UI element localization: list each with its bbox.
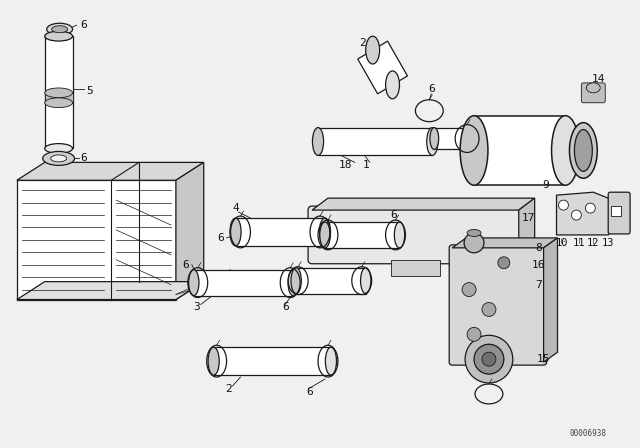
Text: 6: 6 xyxy=(390,210,397,220)
Ellipse shape xyxy=(460,116,488,185)
Polygon shape xyxy=(390,260,440,276)
Text: 12: 12 xyxy=(587,238,600,248)
Circle shape xyxy=(465,335,513,383)
Text: 2: 2 xyxy=(359,38,366,48)
Ellipse shape xyxy=(325,347,337,375)
FancyBboxPatch shape xyxy=(474,116,566,185)
Bar xyxy=(45,93,72,103)
Text: 6: 6 xyxy=(428,84,435,94)
Text: 3: 3 xyxy=(193,302,200,312)
FancyBboxPatch shape xyxy=(449,245,547,365)
Ellipse shape xyxy=(430,128,438,150)
Text: 11: 11 xyxy=(573,238,586,248)
Text: 16: 16 xyxy=(532,260,545,270)
Ellipse shape xyxy=(385,71,399,99)
Text: 6: 6 xyxy=(80,153,87,164)
Polygon shape xyxy=(312,198,534,210)
Ellipse shape xyxy=(45,98,72,108)
Text: 18: 18 xyxy=(339,160,353,170)
Polygon shape xyxy=(358,41,408,94)
Ellipse shape xyxy=(360,268,371,293)
Ellipse shape xyxy=(43,151,74,165)
Polygon shape xyxy=(557,192,618,235)
Ellipse shape xyxy=(291,268,301,293)
FancyBboxPatch shape xyxy=(214,347,331,375)
Circle shape xyxy=(482,352,496,366)
Text: 1: 1 xyxy=(362,160,369,170)
Polygon shape xyxy=(17,282,204,300)
Text: 6: 6 xyxy=(182,260,189,270)
Text: 2: 2 xyxy=(225,384,232,394)
Polygon shape xyxy=(17,162,204,180)
Ellipse shape xyxy=(45,88,72,98)
Ellipse shape xyxy=(47,23,72,35)
Ellipse shape xyxy=(552,116,579,185)
Text: 10: 10 xyxy=(556,238,568,248)
Polygon shape xyxy=(452,238,557,248)
Ellipse shape xyxy=(570,123,597,178)
Text: 15: 15 xyxy=(537,354,550,364)
Circle shape xyxy=(467,327,481,341)
FancyBboxPatch shape xyxy=(435,128,466,150)
Ellipse shape xyxy=(319,218,330,246)
Text: 17: 17 xyxy=(522,213,536,223)
Circle shape xyxy=(572,210,581,220)
Text: 4: 4 xyxy=(232,203,239,213)
Text: 6: 6 xyxy=(80,20,87,30)
FancyBboxPatch shape xyxy=(236,218,325,246)
Circle shape xyxy=(482,302,496,316)
Text: 7: 7 xyxy=(535,280,542,289)
Ellipse shape xyxy=(320,222,330,248)
Ellipse shape xyxy=(394,222,404,248)
FancyBboxPatch shape xyxy=(608,192,630,234)
Ellipse shape xyxy=(288,270,298,296)
Ellipse shape xyxy=(230,218,241,246)
Ellipse shape xyxy=(586,83,600,93)
Ellipse shape xyxy=(51,155,67,162)
Text: 00006938: 00006938 xyxy=(570,429,607,438)
Circle shape xyxy=(586,203,595,213)
FancyBboxPatch shape xyxy=(325,222,399,248)
Text: 6: 6 xyxy=(307,387,314,397)
FancyBboxPatch shape xyxy=(318,128,432,155)
Ellipse shape xyxy=(45,144,72,153)
Bar xyxy=(611,206,621,216)
Ellipse shape xyxy=(312,128,324,155)
Circle shape xyxy=(464,233,484,253)
Polygon shape xyxy=(176,162,204,300)
FancyBboxPatch shape xyxy=(581,83,605,103)
Text: 14: 14 xyxy=(591,74,605,84)
Text: 8: 8 xyxy=(535,243,542,253)
FancyBboxPatch shape xyxy=(194,270,293,296)
Ellipse shape xyxy=(208,347,220,375)
Circle shape xyxy=(462,283,476,297)
Ellipse shape xyxy=(461,128,470,150)
Ellipse shape xyxy=(189,270,199,296)
Text: 13: 13 xyxy=(602,238,614,248)
Circle shape xyxy=(474,344,504,374)
Ellipse shape xyxy=(365,36,380,64)
Ellipse shape xyxy=(467,229,481,237)
Ellipse shape xyxy=(45,31,72,41)
Polygon shape xyxy=(519,198,534,260)
Text: 6: 6 xyxy=(282,302,289,312)
Circle shape xyxy=(559,200,568,210)
Polygon shape xyxy=(543,238,557,362)
Polygon shape xyxy=(17,180,176,300)
FancyBboxPatch shape xyxy=(308,206,523,264)
Text: 9: 9 xyxy=(542,180,549,190)
Text: 5: 5 xyxy=(86,86,93,96)
Ellipse shape xyxy=(575,129,592,171)
Circle shape xyxy=(498,257,510,269)
Ellipse shape xyxy=(52,26,68,33)
Bar xyxy=(45,36,72,148)
Ellipse shape xyxy=(427,128,438,155)
FancyBboxPatch shape xyxy=(296,268,365,293)
Text: 6: 6 xyxy=(217,233,224,243)
